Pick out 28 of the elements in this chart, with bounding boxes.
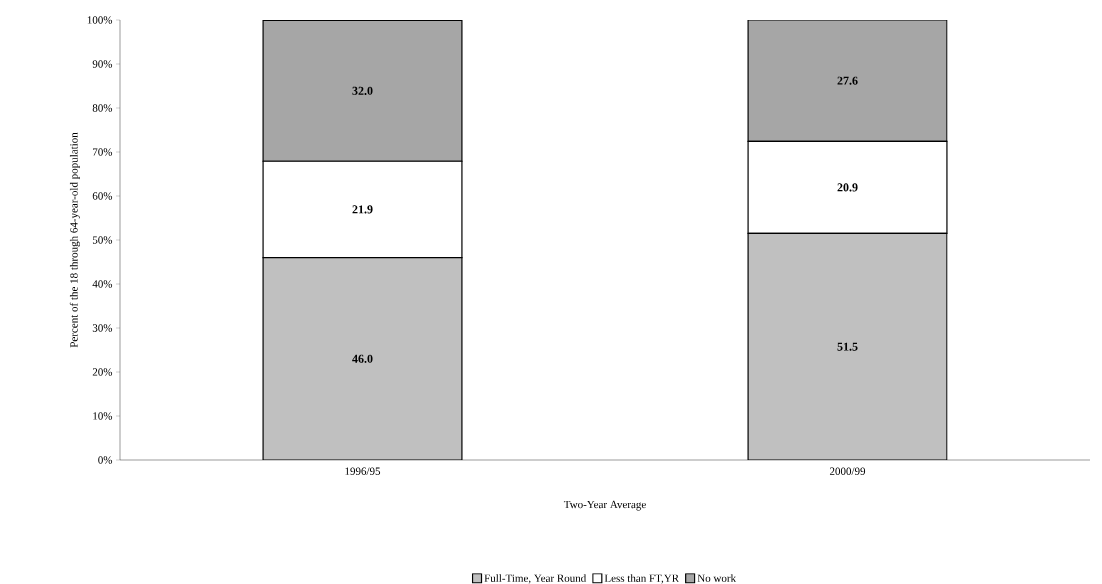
y-tick-label: 20% bbox=[92, 368, 113, 376]
data-label: 21.9 bbox=[352, 205, 373, 214]
x-axis-title: Two-Year Average bbox=[563, 500, 646, 511]
legend-label: No work bbox=[697, 574, 737, 582]
data-label: 27.6 bbox=[837, 76, 858, 85]
bar bbox=[262, 20, 463, 162]
data-label: 51.5 bbox=[837, 342, 858, 351]
y-tick-label: 0% bbox=[98, 456, 113, 464]
bar bbox=[747, 20, 948, 143]
y-tick-label: 70% bbox=[93, 148, 113, 156]
y-tick-label: 60% bbox=[92, 192, 113, 200]
y-tick-label: 90% bbox=[92, 60, 113, 68]
x-tick-label: 1996/95 bbox=[345, 467, 381, 475]
y-tick-label: 10% bbox=[93, 412, 113, 420]
legend-label: Less than FT,YR bbox=[604, 574, 680, 584]
y-tick-label: 30% bbox=[92, 324, 113, 332]
x-tick-label: 2000/99 bbox=[829, 467, 866, 475]
y-tick-label: 80% bbox=[92, 104, 113, 112]
data-label: 20.9 bbox=[837, 183, 858, 192]
y-axis-title: Percent of the 18 through 64-year-old population bbox=[69, 132, 80, 348]
bar bbox=[262, 257, 463, 460]
legend-label: Full-Time, Year Round bbox=[484, 574, 587, 584]
data-label: 46.0 bbox=[352, 354, 373, 363]
y-tick-label: 100% bbox=[87, 16, 113, 24]
y-tick-label: 40% bbox=[92, 280, 113, 288]
data-label: 32.0 bbox=[352, 86, 373, 95]
bar bbox=[747, 232, 948, 460]
y-tick-label: 50% bbox=[92, 236, 113, 244]
